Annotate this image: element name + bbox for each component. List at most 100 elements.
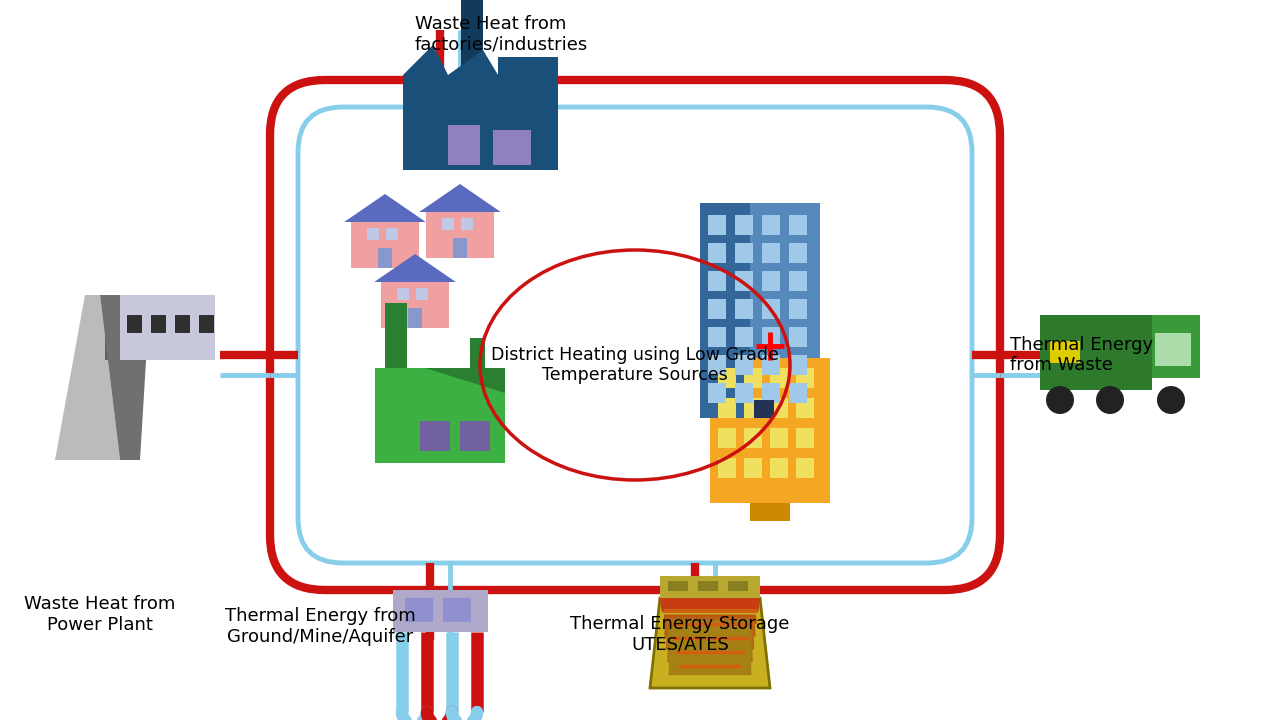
- Bar: [700, 203, 820, 418]
- Bar: [698, 581, 718, 591]
- Text: District Heating using Low Grade
Temperature Sources: District Heating using Low Grade Tempera…: [492, 346, 780, 384]
- Bar: [708, 355, 726, 375]
- Bar: [375, 368, 506, 463]
- Bar: [744, 368, 762, 388]
- Bar: [175, 315, 189, 333]
- Bar: [744, 458, 762, 478]
- Text: Thermal Energy
from Waste: Thermal Energy from Waste: [1010, 336, 1153, 374]
- Polygon shape: [666, 618, 754, 649]
- Bar: [788, 215, 806, 235]
- Bar: [420, 421, 451, 451]
- Bar: [788, 355, 806, 375]
- Bar: [120, 295, 215, 360]
- Bar: [393, 590, 488, 632]
- Polygon shape: [668, 622, 751, 675]
- Bar: [796, 428, 814, 448]
- Bar: [498, 57, 558, 75]
- Bar: [448, 125, 480, 165]
- Bar: [351, 222, 419, 268]
- FancyBboxPatch shape: [301, 110, 969, 560]
- Bar: [700, 203, 750, 418]
- Polygon shape: [662, 611, 759, 613]
- Bar: [708, 327, 726, 347]
- Bar: [735, 271, 753, 291]
- Bar: [381, 282, 449, 328]
- Bar: [408, 308, 422, 328]
- Bar: [754, 400, 774, 418]
- Bar: [1155, 333, 1190, 366]
- Bar: [796, 398, 814, 418]
- Bar: [404, 598, 433, 622]
- Bar: [788, 271, 806, 291]
- Circle shape: [1046, 386, 1074, 414]
- Polygon shape: [344, 194, 426, 222]
- Bar: [710, 358, 829, 503]
- Bar: [461, 217, 472, 230]
- Bar: [771, 398, 788, 418]
- Text: Waste Heat from
factories/industries: Waste Heat from factories/industries: [415, 15, 589, 54]
- Bar: [788, 299, 806, 319]
- Bar: [796, 368, 814, 388]
- Bar: [668, 581, 689, 591]
- Bar: [493, 130, 531, 165]
- Circle shape: [1096, 386, 1124, 414]
- Bar: [1050, 341, 1080, 363]
- Polygon shape: [374, 254, 456, 282]
- Text: Thermal Energy from
Ground/Mine/Aquifer: Thermal Energy from Ground/Mine/Aquifer: [224, 607, 416, 646]
- Bar: [453, 238, 467, 258]
- Bar: [127, 315, 142, 333]
- Bar: [1152, 315, 1201, 378]
- Bar: [718, 398, 736, 418]
- Bar: [385, 303, 407, 368]
- Bar: [735, 383, 753, 403]
- Bar: [198, 315, 214, 333]
- Bar: [735, 243, 753, 263]
- Bar: [762, 243, 780, 263]
- Bar: [718, 458, 736, 478]
- Polygon shape: [55, 295, 120, 460]
- Bar: [718, 428, 736, 448]
- Bar: [762, 299, 780, 319]
- Bar: [788, 383, 806, 403]
- Bar: [151, 315, 166, 333]
- Bar: [708, 271, 726, 291]
- Polygon shape: [663, 615, 758, 624]
- Bar: [708, 299, 726, 319]
- Bar: [762, 215, 780, 235]
- Bar: [735, 355, 753, 375]
- Text: Waste Heat from
Power Plant: Waste Heat from Power Plant: [24, 595, 175, 634]
- Bar: [744, 398, 762, 418]
- Bar: [660, 576, 760, 598]
- Bar: [708, 243, 726, 263]
- Bar: [771, 428, 788, 448]
- Bar: [367, 228, 379, 240]
- Bar: [442, 217, 454, 230]
- Bar: [1039, 315, 1152, 390]
- Bar: [416, 287, 428, 300]
- Bar: [771, 458, 788, 478]
- Bar: [762, 327, 780, 347]
- Bar: [788, 327, 806, 347]
- Circle shape: [1157, 386, 1185, 414]
- Bar: [750, 503, 790, 521]
- Bar: [397, 287, 408, 300]
- Bar: [443, 598, 471, 622]
- Bar: [708, 215, 726, 235]
- Bar: [385, 228, 398, 240]
- Bar: [762, 271, 780, 291]
- Bar: [105, 295, 215, 360]
- Bar: [470, 338, 485, 368]
- Polygon shape: [667, 620, 753, 662]
- Bar: [735, 215, 753, 235]
- Bar: [744, 428, 762, 448]
- Bar: [735, 327, 753, 347]
- Bar: [762, 383, 780, 403]
- Polygon shape: [650, 598, 771, 688]
- Bar: [788, 243, 806, 263]
- Bar: [771, 368, 788, 388]
- Bar: [460, 421, 490, 451]
- Polygon shape: [403, 45, 498, 75]
- Bar: [762, 355, 780, 375]
- Polygon shape: [425, 368, 506, 393]
- Text: Thermal Energy Storage
UTES/ATES: Thermal Energy Storage UTES/ATES: [571, 615, 790, 654]
